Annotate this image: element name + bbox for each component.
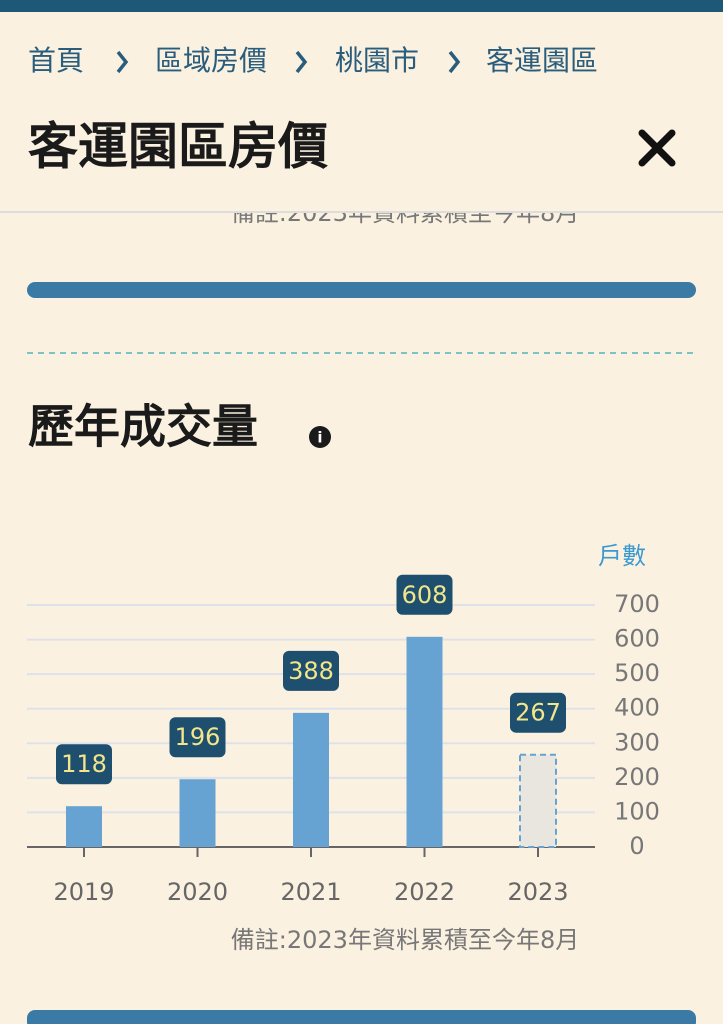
value-label-box: [56, 744, 112, 785]
bar: [179, 779, 216, 847]
chart-note: 備註:2023年資料累積至今年8月: [231, 926, 579, 954]
chevron: [116, 50, 129, 74]
value-label: 267: [515, 699, 561, 727]
value-label-box: [510, 692, 566, 733]
y-tick-label: 700: [614, 590, 660, 618]
y-tick-label: 400: [614, 694, 660, 722]
y-tick-label: 200: [614, 763, 660, 791]
bar: [406, 636, 443, 847]
x-tick-label: 2019: [53, 878, 114, 906]
value-label: 388: [288, 657, 334, 685]
bar: [66, 806, 102, 847]
value-label: 196: [175, 723, 221, 751]
x-tick-label: 2023: [507, 878, 568, 906]
breadcrumb-item[interactable]: 桃園市: [335, 44, 419, 77]
breadcrumb-item[interactable]: 區域房價: [155, 44, 267, 77]
bar-divider: [27, 282, 696, 298]
chevron: [448, 50, 461, 74]
info-icon-glyph: i: [317, 429, 322, 447]
page-title: 客運園區房價: [28, 118, 328, 176]
value-label: 118: [61, 750, 107, 778]
y-tick-label: 0: [629, 832, 644, 860]
value-label: 608: [402, 581, 448, 609]
value-label-box: [396, 574, 453, 615]
y-tick-label: 600: [614, 625, 660, 653]
value-label-box: [283, 650, 339, 691]
bar-divider: [27, 1010, 696, 1024]
y-axis-label: 戶數: [598, 542, 646, 570]
chart-title: 歷年成交量: [28, 400, 258, 454]
info-icon[interactable]: [309, 426, 331, 448]
close-button[interactable]: [638, 129, 676, 167]
top-bar: [0, 0, 723, 12]
x-tick-label: 2021: [280, 878, 341, 906]
bar: [293, 712, 329, 847]
y-tick-label: 100: [614, 797, 660, 825]
bar: [519, 753, 557, 848]
y-tick-label: 300: [614, 728, 660, 756]
header-area: [0, 0, 723, 212]
breadcrumb-item[interactable]: 客運園區: [486, 44, 598, 77]
value-label-box: [169, 717, 226, 758]
breadcrumb-item[interactable]: 首頁: [28, 44, 84, 77]
y-tick-label: 500: [614, 659, 660, 687]
x-tick-label: 2022: [394, 878, 455, 906]
chevron: [295, 50, 308, 74]
x-tick-label: 2020: [167, 878, 228, 906]
